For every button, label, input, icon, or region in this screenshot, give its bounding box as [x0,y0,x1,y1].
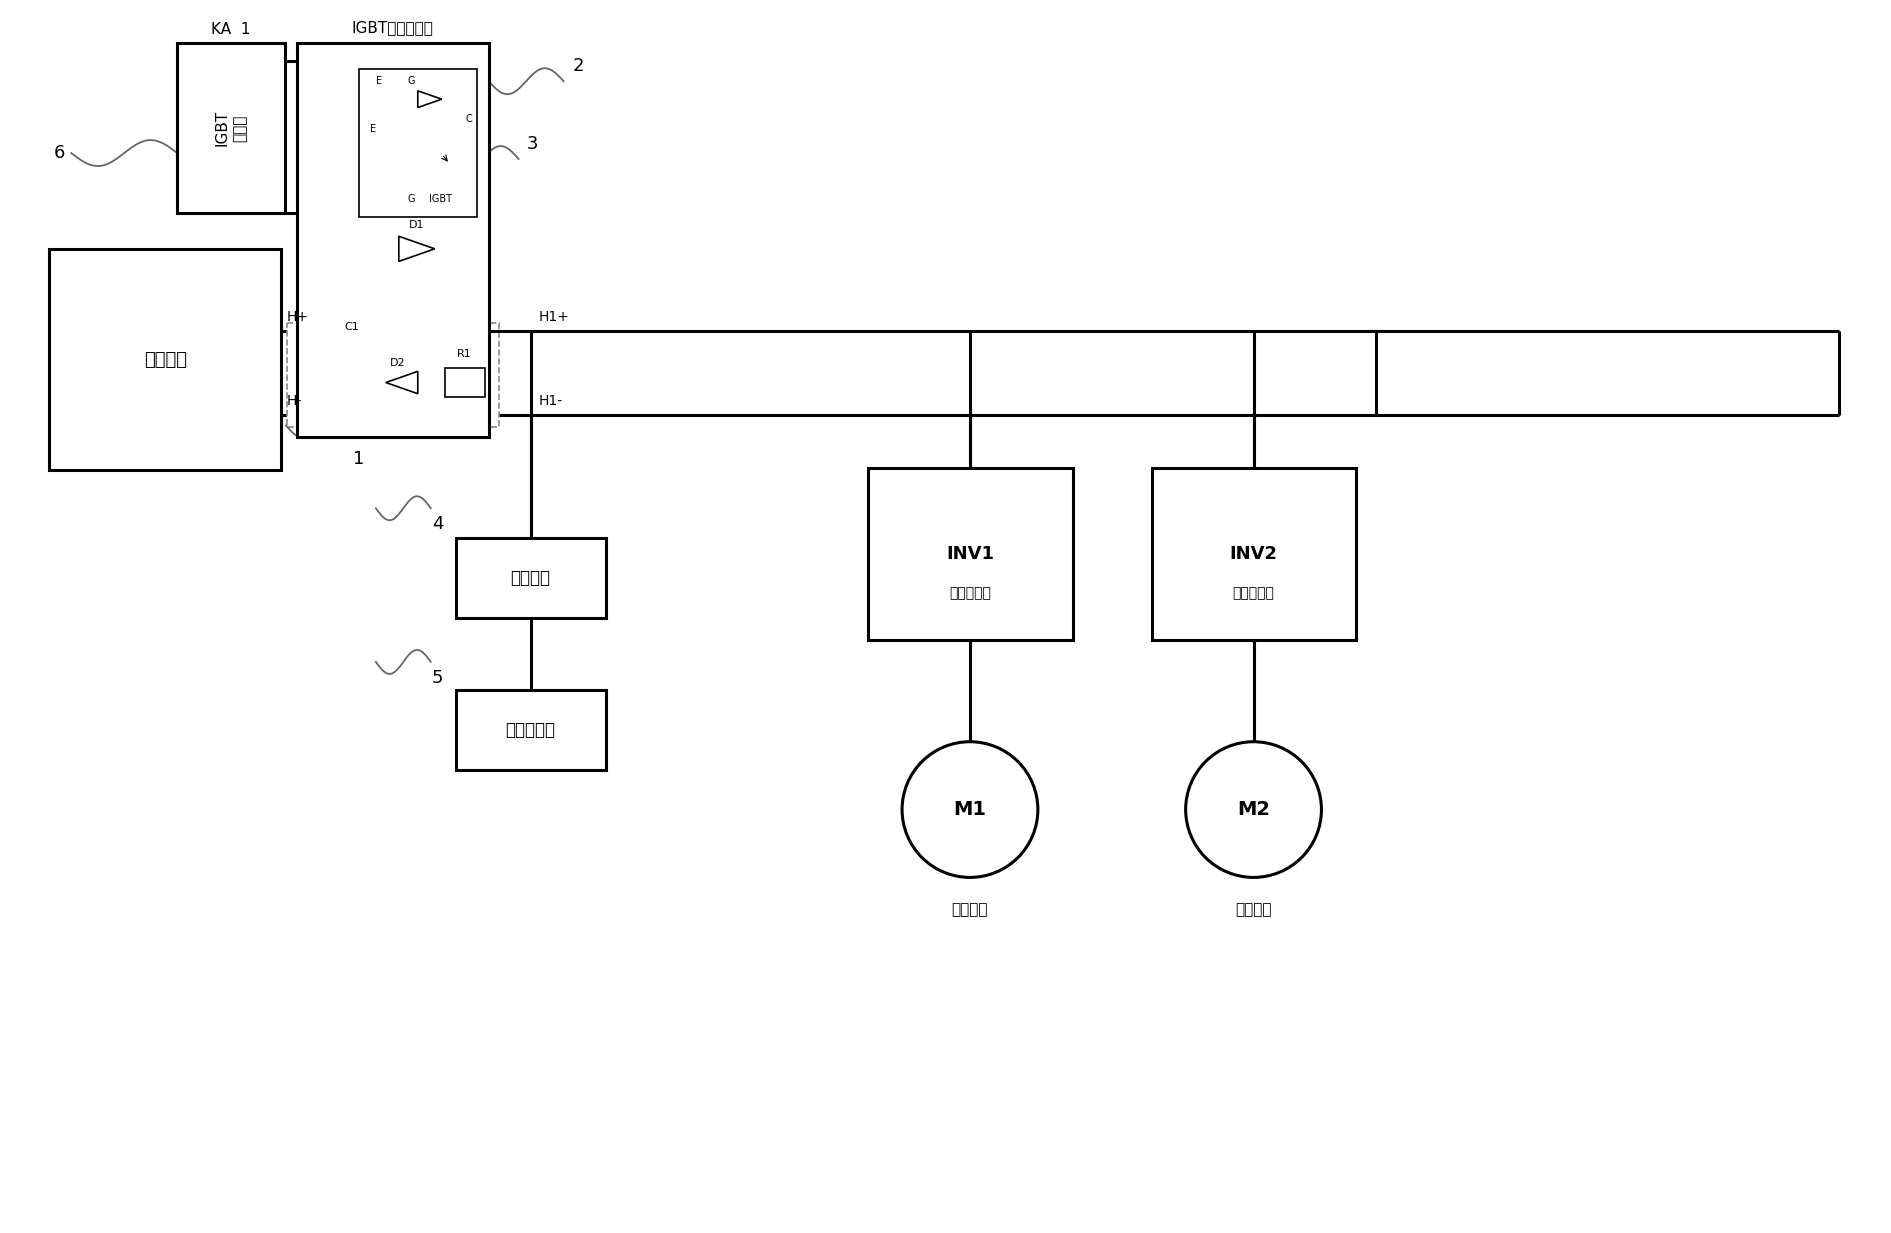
Circle shape [902,742,1038,878]
Text: 变频驱动器: 变频驱动器 [949,587,991,600]
Text: H-: H- [287,395,303,408]
Text: E: E [376,76,382,86]
Text: M1: M1 [953,800,987,819]
Text: R1: R1 [458,349,473,359]
Text: IGBT: IGBT [429,194,452,203]
Text: 6: 6 [53,144,64,162]
Text: 牵引电机: 牵引电机 [951,901,989,917]
Bar [287,323,499,428]
Bar [456,538,605,618]
Text: 4: 4 [431,515,444,533]
Text: INV1: INV1 [946,545,995,563]
Bar [1152,469,1356,640]
Text: H1+: H1+ [539,309,569,324]
Polygon shape [386,371,418,393]
Text: H+: H+ [287,309,308,324]
Text: INV2: INV2 [1229,545,1278,563]
Text: C: C [465,115,473,125]
Text: H1-: H1- [539,395,564,408]
Bar [444,367,484,397]
Text: C1: C1 [344,322,359,332]
Text: 牵引电机: 牵引电机 [1235,901,1273,917]
Text: 动力电池: 动力电池 [144,350,187,369]
Text: 1: 1 [354,450,365,469]
Polygon shape [399,237,435,261]
Text: 2: 2 [573,57,584,75]
Text: IGBT
触发板: IGBT 触发板 [216,110,248,147]
Circle shape [1186,742,1322,878]
Text: 3: 3 [528,136,539,153]
Text: 制动电阻箱: 制动电阻箱 [505,721,556,739]
Text: KA  1: KA 1 [212,22,252,37]
Text: D2: D2 [390,358,405,367]
Text: IGBT防过压电路: IGBT防过压电路 [352,20,433,35]
Bar [297,43,488,438]
Text: 变频驱动器: 变频驱动器 [1233,587,1275,600]
Text: 5: 5 [431,668,444,687]
Bar [178,43,286,213]
Text: G: G [407,194,414,203]
Text: G: G [407,76,414,86]
Text: 制动单元: 制动单元 [511,570,550,587]
Text: M2: M2 [1237,800,1271,819]
Polygon shape [418,91,442,107]
Bar [868,469,1072,640]
Bar [359,69,477,217]
Bar [456,689,605,769]
Text: E: E [371,125,376,134]
Bar [49,249,282,470]
Text: D1: D1 [408,219,424,229]
